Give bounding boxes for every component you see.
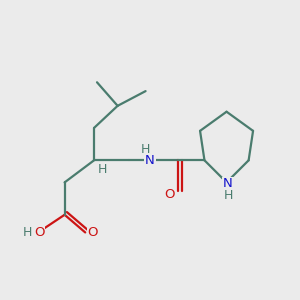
Text: H: H <box>98 163 108 176</box>
Text: H: H <box>223 189 233 202</box>
Text: H: H <box>141 143 150 157</box>
Text: O: O <box>34 226 45 239</box>
Text: H: H <box>23 226 32 239</box>
Text: N: N <box>145 154 155 167</box>
Text: O: O <box>87 226 98 239</box>
Text: N: N <box>223 177 233 190</box>
Text: O: O <box>164 188 174 201</box>
